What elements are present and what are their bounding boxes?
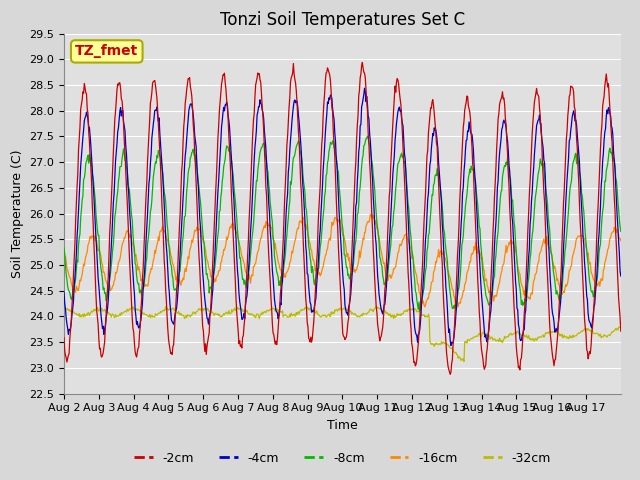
Title: Tonzi Soil Temperatures Set C: Tonzi Soil Temperatures Set C	[220, 11, 465, 29]
Legend: -2cm, -4cm, -8cm, -16cm, -32cm: -2cm, -4cm, -8cm, -16cm, -32cm	[129, 447, 556, 469]
Text: TZ_fmet: TZ_fmet	[75, 44, 138, 59]
Y-axis label: Soil Temperature (C): Soil Temperature (C)	[11, 149, 24, 278]
X-axis label: Time: Time	[327, 419, 358, 432]
